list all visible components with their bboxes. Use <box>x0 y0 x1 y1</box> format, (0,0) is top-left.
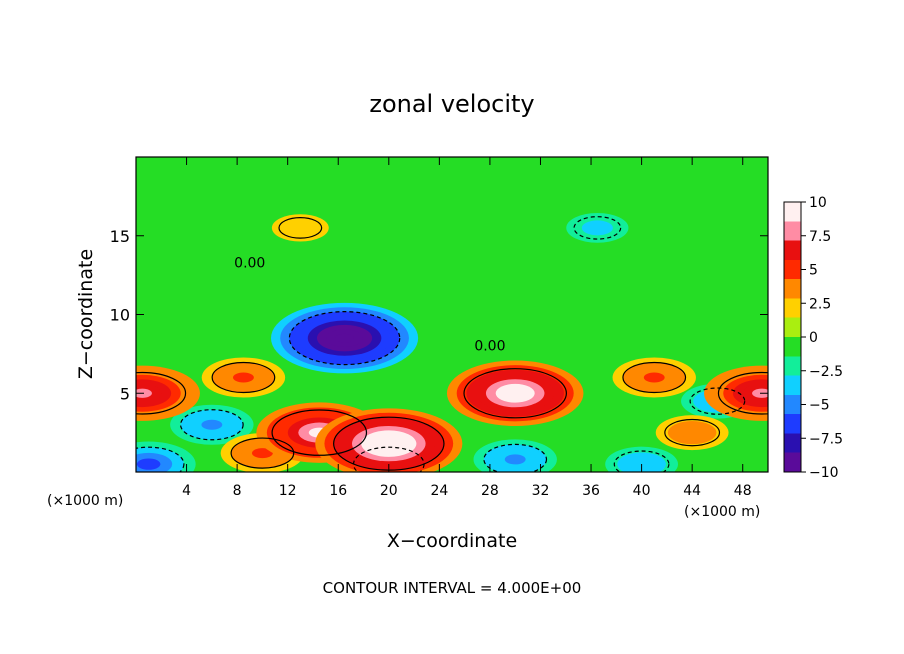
y-tick-label: 5 <box>120 384 130 403</box>
colorbar-tick-label: 10 <box>809 195 827 211</box>
positive-contour <box>230 437 295 469</box>
x-tick-label: 16 <box>329 483 347 499</box>
colorbar-bar <box>783 201 802 473</box>
field-blob <box>286 221 315 235</box>
colorbar: 10 7.5 5 2.5 0 −2.5 −5 −7.5 −10 <box>783 195 843 481</box>
field-blob <box>201 419 223 430</box>
positive-contour <box>271 409 368 456</box>
y-axis-label: Z−coordinate <box>75 249 97 379</box>
negative-contour <box>689 387 746 415</box>
colorbar-tick-label: 5 <box>809 263 818 279</box>
positive-contour <box>136 371 187 415</box>
x-tick-label: 20 <box>380 483 398 499</box>
y-tick-label: 10 <box>110 306 130 325</box>
field-blob <box>643 372 665 383</box>
colorbar-tick-label: 7.5 <box>809 229 831 245</box>
field-blob <box>505 388 525 398</box>
x-tick-label: 36 <box>582 483 600 499</box>
positive-contour <box>463 368 567 419</box>
colorbar-tick-label: −2.5 <box>809 364 843 380</box>
chart-title: zonal velocity <box>369 90 534 118</box>
field-blob <box>581 220 613 236</box>
negative-contour <box>613 450 670 472</box>
field-blob <box>233 372 254 383</box>
x-axis-ticks: 4 8 12 16 20 24 28 32 36 40 44 48 <box>182 157 752 499</box>
field-blob <box>335 333 354 343</box>
field-blob <box>379 439 398 449</box>
contour-labels: 0.00 0.00 <box>234 255 505 354</box>
colorbar-tick-label: −10 <box>809 465 839 481</box>
field-blob <box>136 458 161 470</box>
positive-contour <box>664 418 721 447</box>
x-axis-label: X−coordinate <box>387 530 517 552</box>
colorbar-tick-label: 0 <box>809 330 818 346</box>
x-unit-right: (×1000 m) <box>684 504 760 520</box>
field-blob <box>504 454 526 465</box>
field-blob <box>251 448 273 459</box>
y-tick-label: 15 <box>110 227 130 246</box>
x-tick-label: 12 <box>279 483 297 499</box>
negative-contour <box>288 311 401 366</box>
negative-contour <box>136 446 185 472</box>
x-tick-label: 48 <box>734 483 752 499</box>
negative-contour <box>573 216 622 240</box>
contour-label: 0.00 <box>234 255 265 271</box>
x-tick-label: 4 <box>182 483 191 499</box>
x-tick-label: 24 <box>430 483 448 499</box>
contour-lines <box>136 216 768 472</box>
contour-interval-note: CONTOUR INTERVAL = 4.000E+00 <box>323 579 582 597</box>
x-tick-label: 44 <box>683 483 701 499</box>
colorbar-tick-label: −5 <box>809 398 830 414</box>
x-tick-label: 40 <box>633 483 651 499</box>
x-unit-left: (×1000 m) <box>47 493 123 509</box>
positive-contour <box>717 371 768 415</box>
colorbar-tick-label: 2.5 <box>809 296 831 312</box>
x-tick-label: 32 <box>532 483 550 499</box>
x-tick-label: 28 <box>481 483 499 499</box>
positive-contour <box>278 217 323 239</box>
positive-contour <box>622 361 687 394</box>
contour-label: 0.00 <box>474 339 505 355</box>
y-axis-ticks: 5 10 15 <box>110 227 768 403</box>
x-tick-label: 8 <box>233 483 242 499</box>
plot-area: 0.00 0.00 <box>135 156 769 473</box>
negative-contour <box>179 409 244 441</box>
colorbar-ticks: 10 7.5 5 2.5 0 −2.5 −5 −7.5 −10 <box>801 195 843 481</box>
positive-contour <box>211 361 276 394</box>
negative-contour <box>483 443 548 472</box>
colorbar-tick-label: −7.5 <box>809 431 843 447</box>
field-blob <box>680 426 705 439</box>
